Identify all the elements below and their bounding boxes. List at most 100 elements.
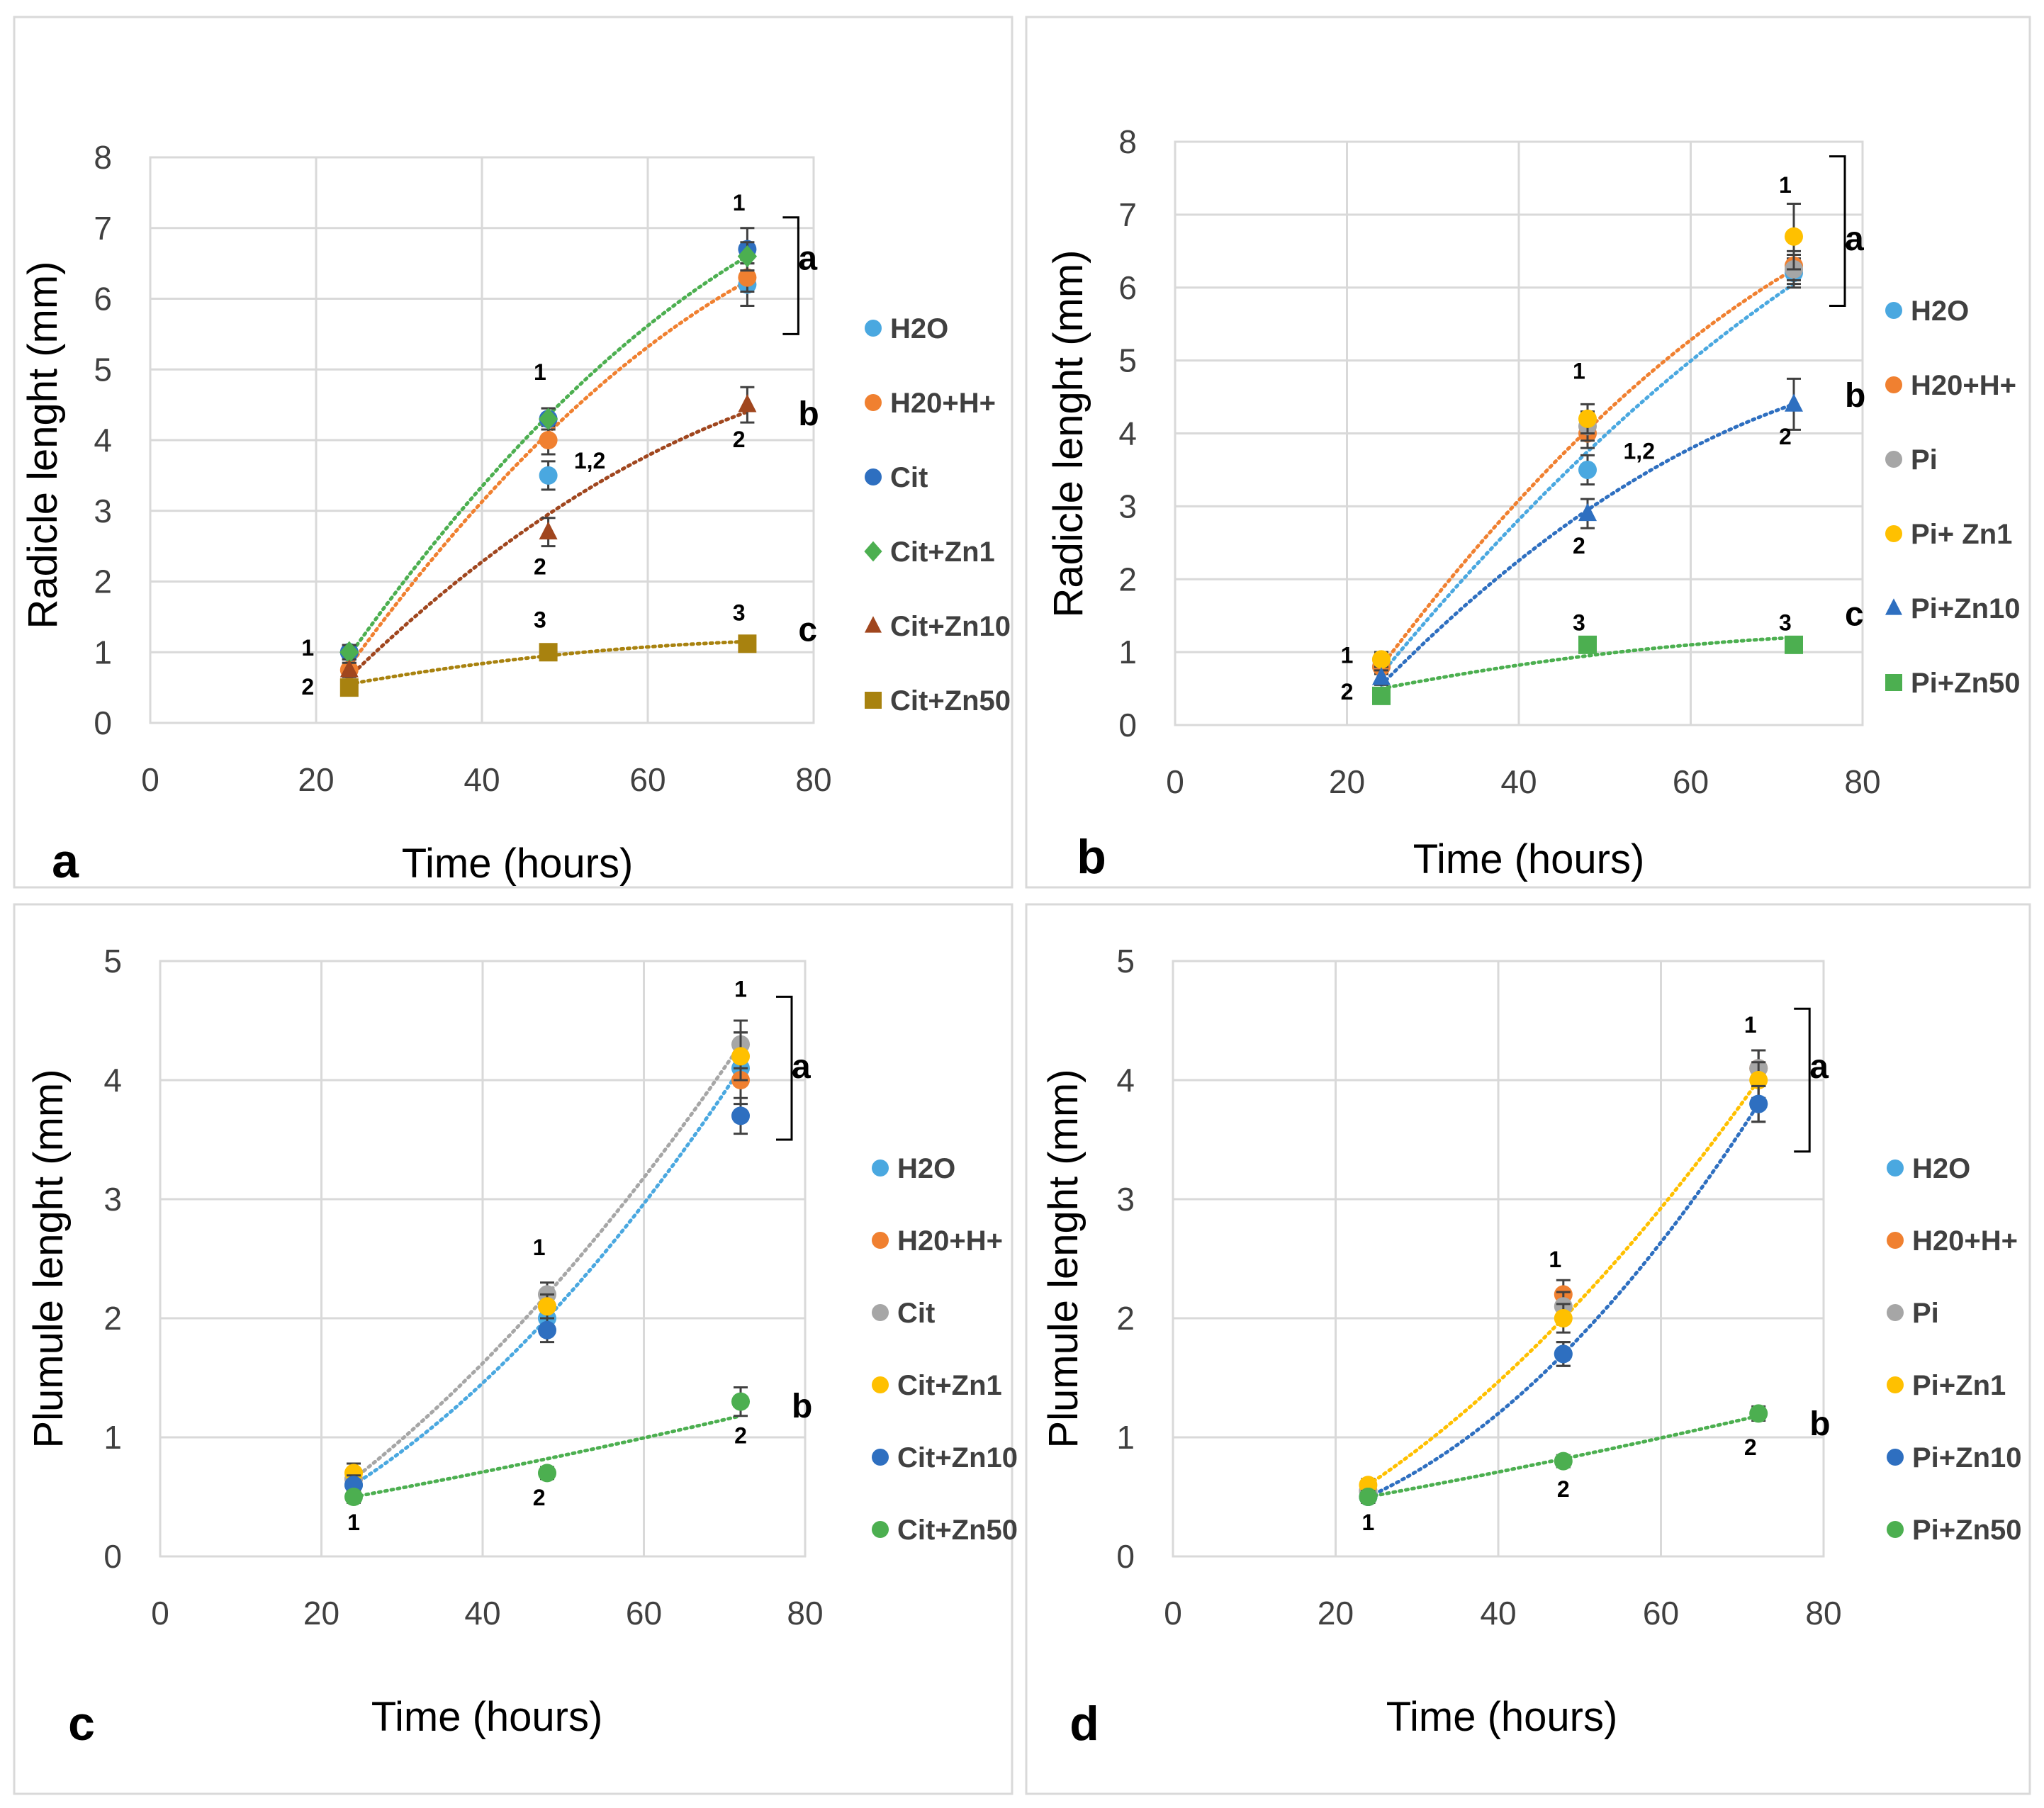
data-point-pi-zn50 [1554, 1452, 1573, 1471]
significance-label: 1,2 [1624, 439, 1655, 464]
panel-letter: a [52, 834, 79, 888]
significance-label: 1 [1779, 172, 1792, 198]
data-point-pi-zn1 [1578, 409, 1597, 428]
x-tick-label: 0 [141, 761, 159, 798]
x-tick-label: 0 [151, 1595, 169, 1632]
panel-frame [1025, 903, 2031, 1795]
trendline-cit-zn10 [347, 410, 749, 679]
legend-label: H20+H+ [1911, 370, 2016, 401]
group-bracket [782, 216, 799, 335]
x-tick-label: 40 [464, 761, 500, 798]
data-point-h2o [1578, 460, 1597, 479]
y-tick-label: 1 [103, 1419, 122, 1456]
x-tick-label: 20 [298, 761, 334, 798]
data-point-h20-h- [738, 268, 757, 287]
legend-label: Cit+Zn10 [890, 611, 1011, 642]
data-point-cit-zn1 [538, 1297, 556, 1316]
y-tick-label: 6 [1118, 269, 1137, 306]
data-point-pi-zn1 [1372, 650, 1391, 669]
y-tick-label: 3 [1116, 1181, 1135, 1218]
significance-label: 3 [1779, 610, 1792, 635]
group-letter: c [1845, 596, 1864, 634]
y-tick-label: 8 [1118, 123, 1137, 160]
x-tick-label: 40 [464, 1595, 500, 1632]
legend-label: Pi+Zn1 [1912, 1370, 2006, 1401]
legend-label: Pi [1911, 444, 1938, 476]
legend-label: H2O [1912, 1153, 1970, 1184]
y-tick-label: 5 [94, 351, 112, 388]
data-point-cit-zn50 [731, 1392, 750, 1411]
legend-marker-h20-h- [1885, 376, 1902, 393]
panel-letter: b [1077, 830, 1106, 884]
legend-marker-pi-zn50 [1887, 1521, 1904, 1538]
x-tick-label: 60 [1643, 1595, 1679, 1632]
y-axis-title: Plumule lenght (mm) [26, 1069, 72, 1448]
significance-label: 2 [1744, 1434, 1757, 1460]
group-letter: a [1809, 1048, 1829, 1086]
x-axis-title: Time (hours) [371, 1694, 603, 1740]
significance-label: 1 [1549, 1247, 1561, 1272]
x-axis-title: Time (hours) [1413, 836, 1645, 882]
data-point-pi-zn10 [1578, 502, 1597, 522]
legend-marker-h20-h- [865, 394, 882, 411]
data-point-cit-zn1 [737, 245, 758, 268]
panel-letter: d [1069, 1697, 1099, 1751]
y-tick-label: 1 [1116, 1419, 1135, 1456]
legend-marker-cit-zn10 [872, 1449, 889, 1466]
legend-label: Cit [890, 462, 928, 493]
y-tick-label: 5 [103, 943, 122, 979]
significance-label: 1 [533, 1235, 546, 1260]
legend-marker-pi-zn1 [1887, 1376, 1904, 1393]
x-tick-label: 0 [1164, 1595, 1182, 1632]
legend-label: Pi+ Zn1 [1911, 519, 2012, 550]
x-tick-label: 80 [1844, 763, 1880, 800]
y-tick-label: 0 [1116, 1538, 1135, 1575]
y-tick-label: 2 [94, 563, 112, 600]
legend-marker-cit-zn1 [864, 541, 882, 562]
legend-marker-cit-zn50 [865, 692, 882, 709]
data-point-pi-zn10 [1554, 1344, 1573, 1364]
data-point-cit-zn10 [538, 1320, 556, 1340]
x-tick-label: 80 [787, 1595, 823, 1632]
y-tick-label: 0 [103, 1538, 122, 1575]
group-bracket [1794, 1007, 1811, 1153]
group-letter: b [1809, 1405, 1830, 1443]
significance-label: 2 [734, 1422, 747, 1448]
panel-letter: c [68, 1697, 95, 1751]
y-tick-label: 6 [94, 281, 112, 318]
y-tick-label: 3 [1118, 488, 1137, 524]
x-tick-label: 80 [1805, 1595, 1841, 1632]
trendline-h2o [1379, 282, 1796, 676]
y-tick-label: 3 [94, 493, 112, 529]
significance-label: 2 [1557, 1476, 1570, 1502]
significance-label: 3 [534, 607, 546, 632]
significance-label: 2 [534, 554, 546, 580]
data-point-pi-zn50 [1578, 635, 1597, 654]
legend-marker-pi-zn10 [1885, 598, 1902, 615]
data-point-pi-zn10 [1785, 393, 1803, 412]
legend-marker-pi-zn10 [1887, 1449, 1904, 1466]
data-point-cit-zn50 [738, 634, 757, 653]
significance-label: 1 [733, 190, 746, 215]
y-tick-label: 7 [1118, 196, 1137, 233]
legend-marker-pi-zn50 [1885, 674, 1902, 691]
group-letter: b [798, 395, 819, 433]
group-letter: c [798, 611, 817, 648]
significance-label: 2 [1779, 424, 1792, 449]
data-point-pi-zn50 [1372, 686, 1391, 705]
legend-marker-cit-zn50 [872, 1521, 889, 1538]
legend-marker-h20-h- [1887, 1232, 1904, 1249]
significance-label: 3 [733, 600, 746, 625]
group-bracket [776, 995, 793, 1141]
data-point-cit-zn10 [539, 521, 558, 540]
y-tick-label: 4 [103, 1062, 122, 1099]
legend-label: Cit+Zn50 [890, 685, 1011, 717]
legend-marker-cit [872, 1304, 889, 1321]
legend-marker-pi-zn1 [1885, 525, 1902, 542]
legend-label: H2O [1911, 296, 1969, 327]
legend-label: Cit+Zn1 [890, 537, 995, 568]
significance-label: 2 [733, 427, 746, 452]
